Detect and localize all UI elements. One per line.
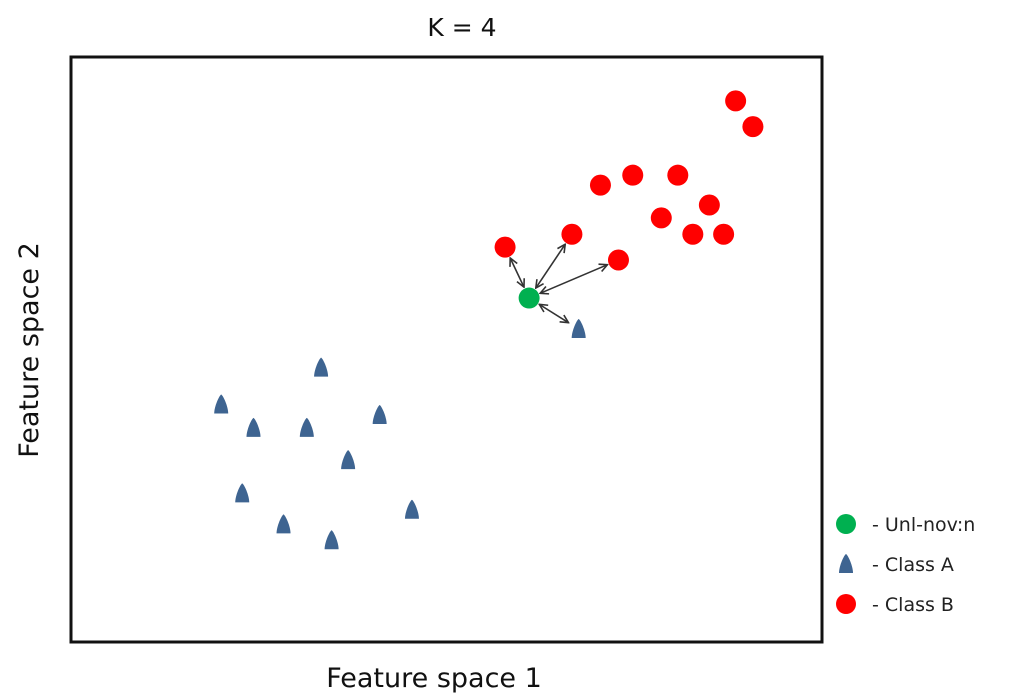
class-a-point	[314, 357, 329, 377]
neighbor-link-arrow	[510, 258, 524, 287]
class-a-point	[341, 450, 356, 470]
legend-label: - Class A	[872, 554, 954, 576]
class-a-point	[404, 499, 419, 519]
class-b-point	[725, 90, 747, 112]
class-b-point	[589, 174, 611, 196]
legend-label: - Class B	[872, 594, 954, 616]
class-b-point	[698, 194, 720, 216]
x-axis-label: Feature space 1	[326, 663, 542, 694]
class-a-point	[324, 530, 339, 550]
class-a-point	[299, 417, 314, 437]
unknown-point	[518, 287, 540, 309]
class-b-point	[650, 207, 672, 229]
class-a-point	[214, 394, 229, 414]
class-b-point	[561, 223, 583, 245]
neighbor-link-arrow	[539, 304, 568, 322]
chart-title: K = 4	[427, 13, 496, 42]
legend-label: - Unl-nov:n	[872, 514, 975, 536]
y-axis-label: Feature space 2	[14, 242, 45, 458]
class-b-point	[742, 116, 764, 138]
class-a-point	[571, 319, 586, 339]
class-a-point	[246, 417, 261, 437]
class-b-point	[607, 249, 629, 271]
class-a-point	[235, 483, 250, 503]
class-a-point	[276, 514, 291, 534]
neighbor-links	[510, 244, 607, 322]
data-points	[214, 90, 764, 550]
legend: - Unl-nov:n - Class A - Class B	[836, 514, 975, 616]
class-b-point	[622, 164, 644, 186]
class-b-point	[494, 236, 516, 258]
legend-marker	[836, 594, 856, 614]
class-b-point	[713, 223, 735, 245]
class-b-point	[667, 164, 689, 186]
neighbor-link-arrow	[540, 265, 607, 294]
plot-frame	[69, 55, 824, 644]
class-b-point	[682, 223, 704, 245]
legend-marker	[839, 554, 853, 573]
class-a-point	[372, 405, 387, 425]
legend-marker	[836, 514, 856, 534]
